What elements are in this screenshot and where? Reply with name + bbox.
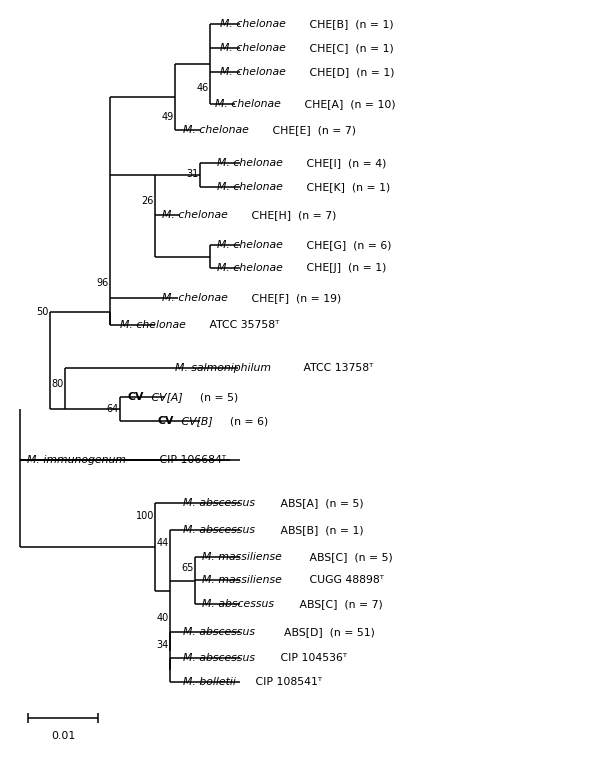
Text: ABS[C]  (n = 7): ABS[C] (n = 7)	[296, 599, 382, 609]
Text: M. chelonae: M. chelonae	[217, 240, 283, 250]
Text: M. massiliense: M. massiliense	[202, 552, 282, 562]
Text: ABS[A]  (n = 5): ABS[A] (n = 5)	[277, 498, 363, 508]
Text: M. salmoniphilum: M. salmoniphilum	[175, 363, 271, 373]
Text: CHE[E]  (n = 7): CHE[E] (n = 7)	[269, 125, 356, 135]
Text: CHE[A]  (n = 10): CHE[A] (n = 10)	[301, 99, 395, 109]
Text: ABS[C]  (n = 5): ABS[C] (n = 5)	[306, 552, 392, 562]
Text: CHE[C]  (n = 1): CHE[C] (n = 1)	[305, 43, 394, 53]
Text: M. chelonae: M. chelonae	[162, 293, 228, 303]
Text: M. chelonae: M. chelonae	[217, 158, 283, 168]
Text: M. chelonae: M. chelonae	[217, 263, 283, 273]
Text: CHE[K]  (n = 1): CHE[K] (n = 1)	[302, 182, 390, 192]
Text: ABS[D]  (n = 51): ABS[D] (n = 51)	[277, 627, 374, 637]
Text: M. bolletii: M. bolletii	[183, 677, 236, 687]
Text: 46: 46	[197, 83, 209, 93]
Text: M. chelonae: M. chelonae	[220, 43, 286, 53]
Text: CHE[B]  (n = 1): CHE[B] (n = 1)	[305, 19, 393, 29]
Text: M. immunogenum: M. immunogenum	[27, 455, 126, 465]
Text: M. chelonae: M. chelonae	[220, 67, 286, 77]
Text: M. chelonae: M. chelonae	[220, 19, 286, 29]
Text: (n = 5): (n = 5)	[193, 392, 238, 402]
Text: 49: 49	[162, 112, 174, 122]
Text: M. chelonae: M. chelonae	[215, 99, 281, 109]
Text: M. massiliense: M. massiliense	[202, 575, 282, 585]
Text: CHE[I]  (n = 4): CHE[I] (n = 4)	[302, 158, 386, 168]
Text: 50: 50	[37, 307, 49, 317]
Text: ATCC 13758ᵀ: ATCC 13758ᵀ	[299, 363, 373, 373]
Text: ATCC 35758ᵀ: ATCC 35758ᵀ	[206, 320, 279, 330]
Text: M. chelonae: M. chelonae	[217, 182, 283, 192]
Text: ABS[B]  (n = 1): ABS[B] (n = 1)	[277, 525, 363, 535]
Text: M. abscessus: M. abscessus	[202, 599, 274, 609]
Text: M. chelonae: M. chelonae	[183, 125, 249, 135]
Text: CHE[J]  (n = 1): CHE[J] (n = 1)	[302, 263, 386, 273]
Text: 44: 44	[157, 538, 169, 548]
Text: 0.01: 0.01	[51, 731, 75, 741]
Text: 96: 96	[97, 278, 109, 288]
Text: CIP 104536ᵀ: CIP 104536ᵀ	[277, 653, 347, 663]
Text: M. abscessus: M. abscessus	[183, 525, 255, 535]
Text: M. chelonae: M. chelonae	[162, 210, 228, 220]
Text: CHE[D]  (n = 1): CHE[D] (n = 1)	[305, 67, 394, 77]
Text: M. chelonae: M. chelonae	[120, 320, 186, 330]
Text: M. abscessus: M. abscessus	[183, 498, 255, 508]
Text: 40: 40	[157, 613, 169, 623]
Text: CIP 106684ᵀ: CIP 106684ᵀ	[155, 455, 226, 465]
Text: 34: 34	[157, 640, 169, 650]
Text: CHE[F]  (n = 19): CHE[F] (n = 19)	[248, 293, 341, 303]
Text: 100: 100	[136, 511, 154, 521]
Text: 80: 80	[52, 379, 64, 389]
Text: 31: 31	[187, 169, 199, 179]
Text: 65: 65	[182, 563, 194, 573]
Text: CUGG 48898ᵀ: CUGG 48898ᵀ	[306, 575, 383, 585]
Text: CV[B]: CV[B]	[178, 416, 213, 426]
Text: CV: CV	[157, 416, 173, 426]
Text: 26: 26	[142, 196, 154, 206]
Text: M. abscessus: M. abscessus	[183, 627, 255, 637]
Text: M. abscessus: M. abscessus	[183, 653, 255, 663]
Text: CV[A]: CV[A]	[148, 392, 183, 402]
Text: CHE[H]  (n = 7): CHE[H] (n = 7)	[248, 210, 336, 220]
Text: 64: 64	[107, 404, 119, 414]
Text: CV: CV	[127, 392, 143, 402]
Text: CHE[G]  (n = 6): CHE[G] (n = 6)	[302, 240, 391, 250]
Text: CIP 108541ᵀ: CIP 108541ᵀ	[251, 677, 322, 687]
Text: (n = 6): (n = 6)	[223, 416, 268, 426]
